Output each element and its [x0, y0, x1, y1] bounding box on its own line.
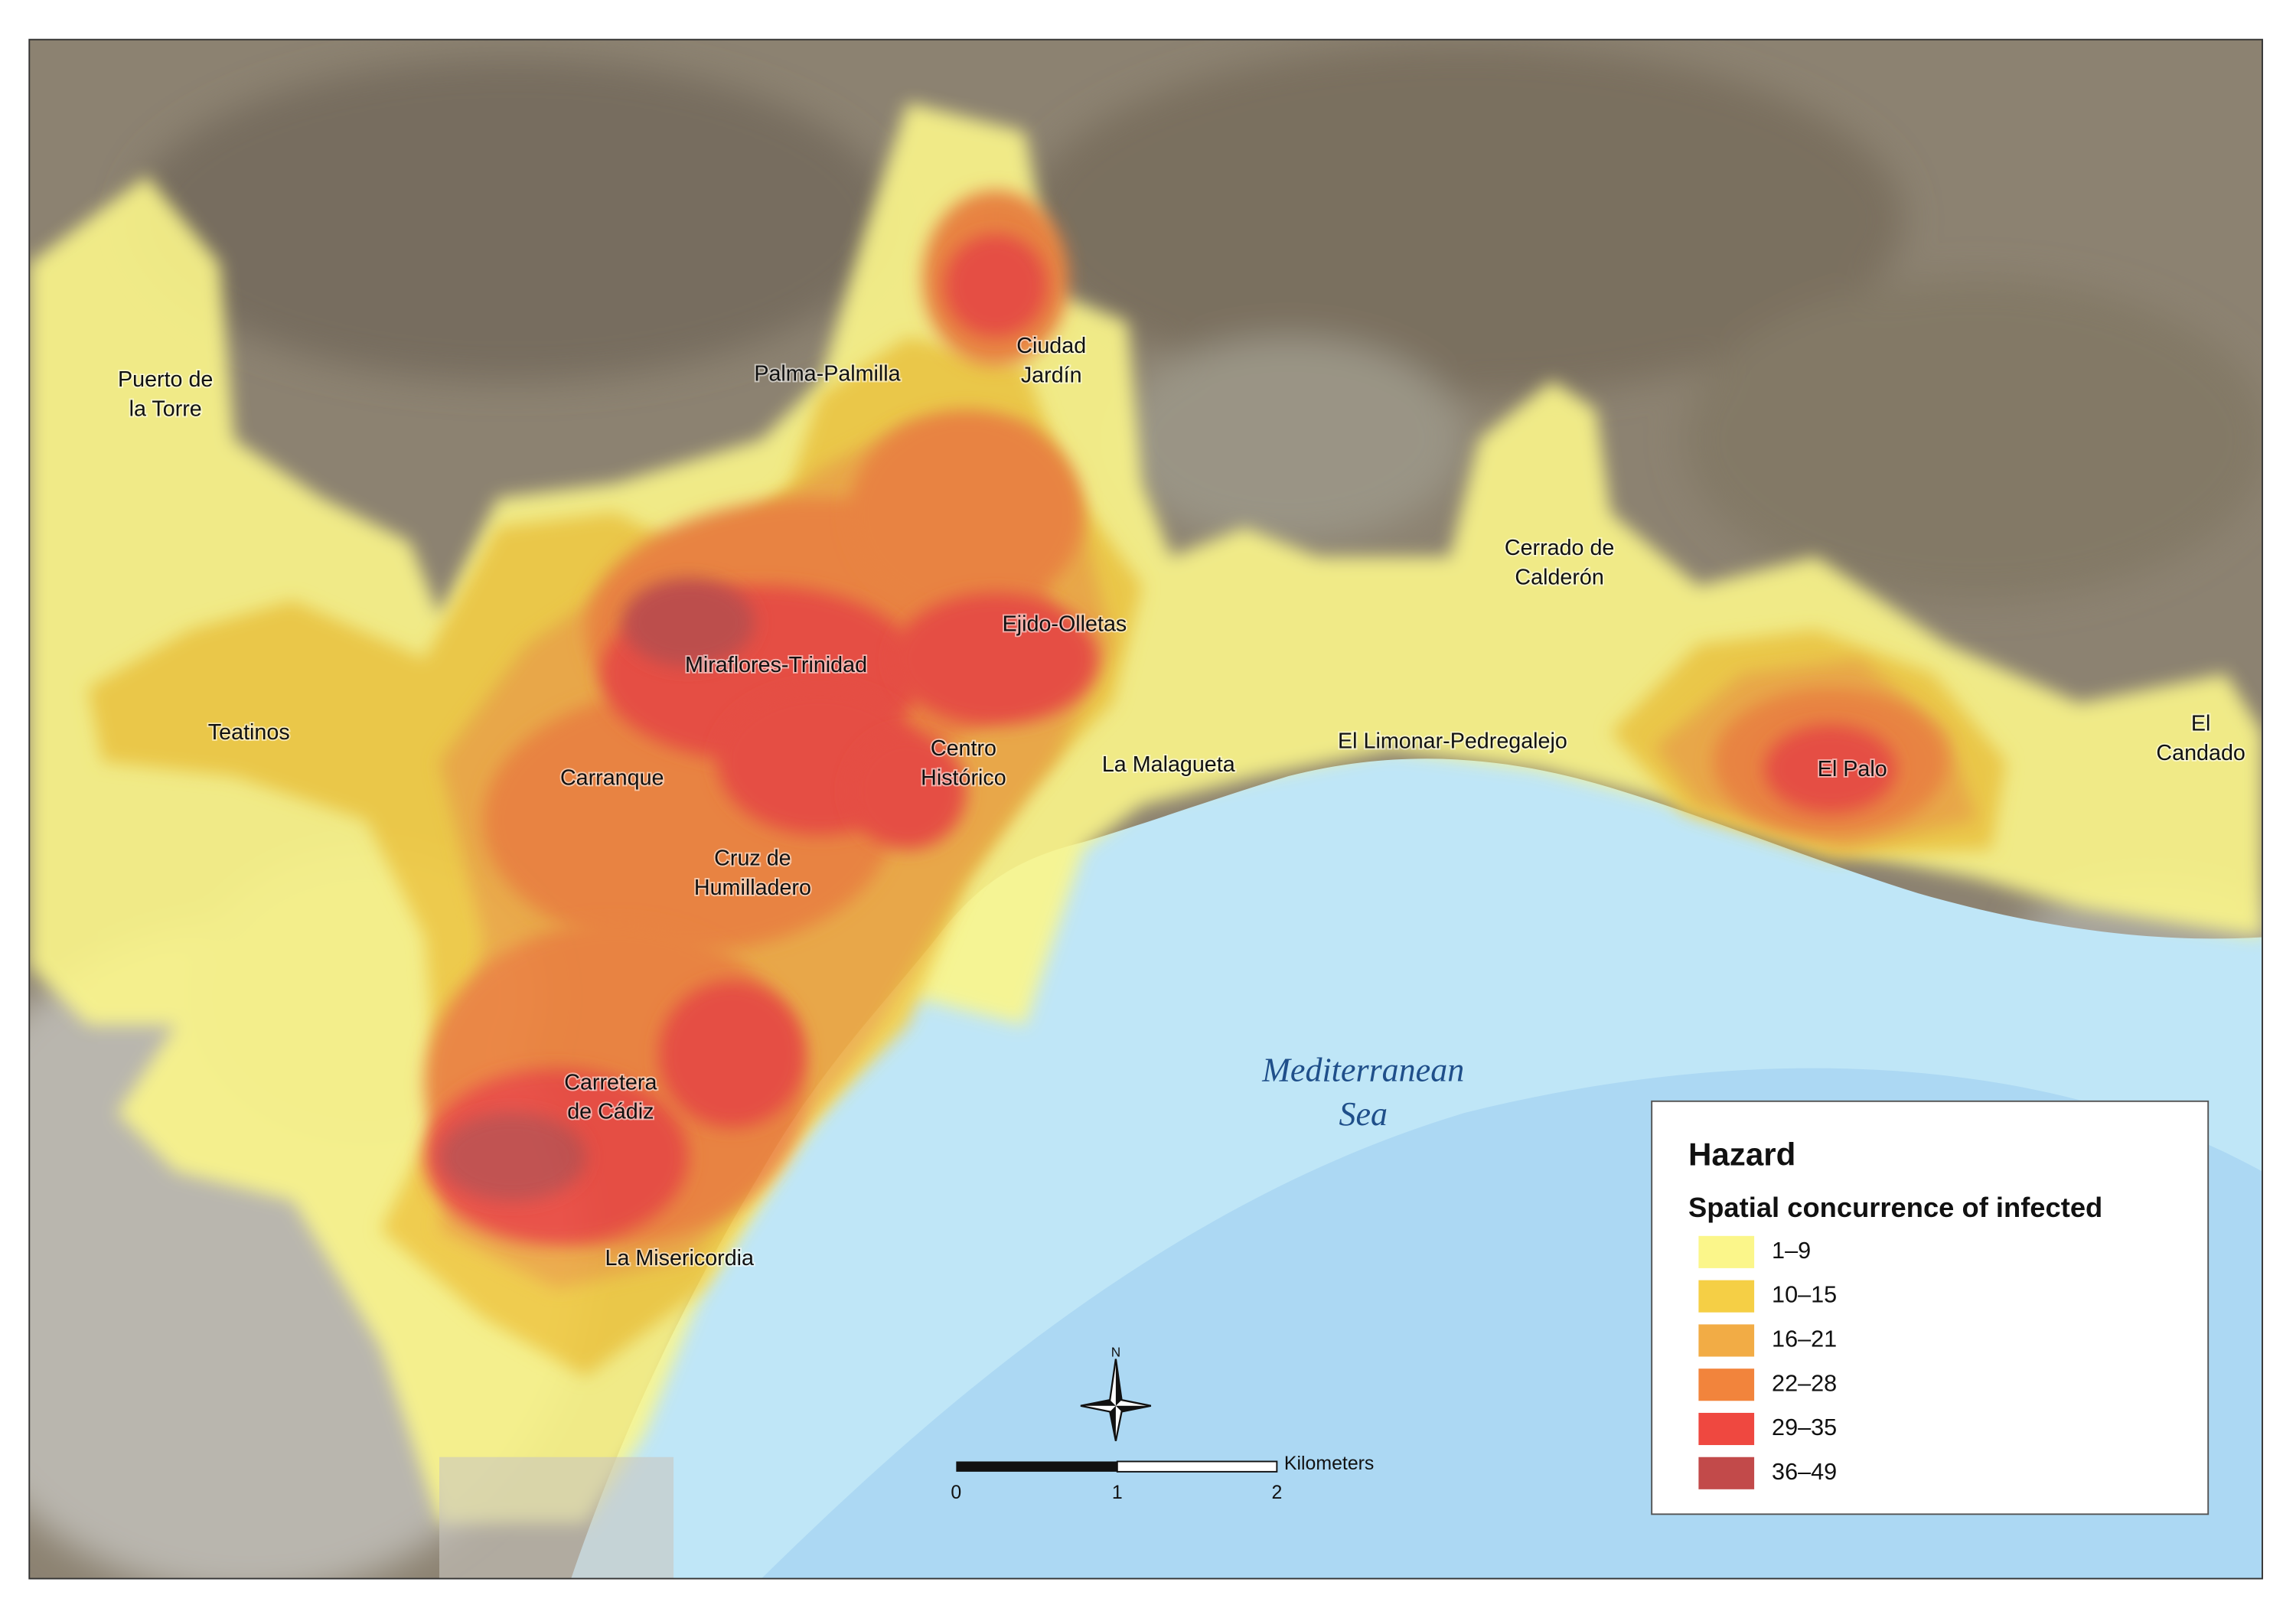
scale-tick-label: 1 [1112, 1482, 1123, 1503]
hazard-zone [893, 592, 1098, 726]
scale-segment [1116, 1460, 1278, 1473]
place-label: Miraflores-Trinidad [685, 653, 867, 677]
hazard-zone [439, 1113, 586, 1201]
hazard-zone [1764, 725, 1896, 813]
legend-subtitle: Spatial concurrence of infected [1688, 1192, 2102, 1223]
legend-swatch [1698, 1280, 1755, 1313]
place-label: Teatinos [208, 720, 290, 745]
legend-title: Hazard [1688, 1137, 1795, 1173]
place-labels: Puerto de la Torre Palma-Palmilla Ciudad Jar… [116, 332, 2247, 1272]
legend-label: 16–21 [1772, 1326, 1837, 1352]
hazard-zone [849, 732, 967, 850]
place-label: de Cádiz [567, 1100, 654, 1124]
compass-north: N [1111, 1344, 1120, 1359]
scale-segment [956, 1461, 1117, 1472]
place-label: Palma-Palmilla [754, 361, 900, 386]
legend-label: 36–49 [1772, 1459, 1837, 1485]
legend-label: 29–35 [1772, 1414, 1837, 1440]
airport-area [439, 1457, 674, 1579]
map-frame [28, 38, 2263, 1580]
place-label: El [2191, 712, 2211, 736]
sea-label: Mediterranean [1261, 1052, 1464, 1089]
place-label: Candado [2156, 741, 2245, 765]
legend-swatch [1698, 1235, 1755, 1268]
scale-tick-label: 2 [1271, 1482, 1282, 1503]
scale-tick-label: 0 [951, 1482, 961, 1503]
legend-label: 1–9 [1772, 1238, 1811, 1264]
legend-swatch [1698, 1324, 1755, 1357]
sea-label: Sea [1339, 1095, 1388, 1133]
place-label: Cerrado de [1505, 536, 1615, 560]
legend-label: 22–28 [1772, 1370, 1837, 1396]
place-label: Ciudad [1016, 334, 1086, 358]
scale-unit: Kilometers [1284, 1453, 1374, 1474]
place-label: Histórico [921, 765, 1006, 790]
place-label: la Torre [129, 396, 202, 421]
place-label: Cruz de [714, 847, 791, 871]
legend-swatch [1698, 1457, 1755, 1489]
legend-swatch [1698, 1412, 1755, 1446]
place-label: Jardín [1021, 363, 1082, 387]
place-label: Puerto de [118, 367, 213, 392]
place-label: El Limonar-Pedregalejo [1338, 729, 1567, 754]
hazard-layer [29, 102, 2262, 1523]
place-label: Humilladero [694, 876, 811, 900]
hazard-zone [944, 234, 1047, 338]
place-label: Centro [931, 736, 996, 761]
place-label: Calderón [1515, 565, 1603, 589]
legend-label: 10–15 [1772, 1282, 1837, 1308]
legend-swatch [1698, 1368, 1755, 1401]
place-label: Ejido-Olletas [1003, 612, 1127, 637]
place-label: La Malagueta [1102, 752, 1235, 777]
place-label: Carretera [564, 1070, 657, 1094]
hazard-zone [622, 578, 755, 667]
scale-bar: Kilometers 0 1 2 [951, 1453, 1374, 1503]
hazard-zone [849, 409, 1084, 615]
place-label: Carranque [560, 765, 664, 790]
place-label: El Palo [1818, 757, 1887, 781]
place-label: La Misericordia [605, 1246, 754, 1271]
hazard-zone [658, 980, 806, 1128]
legend: Hazard Spatial concurrence of infected 1… [1651, 1100, 2210, 1515]
compass: N [1080, 1344, 1152, 1441]
